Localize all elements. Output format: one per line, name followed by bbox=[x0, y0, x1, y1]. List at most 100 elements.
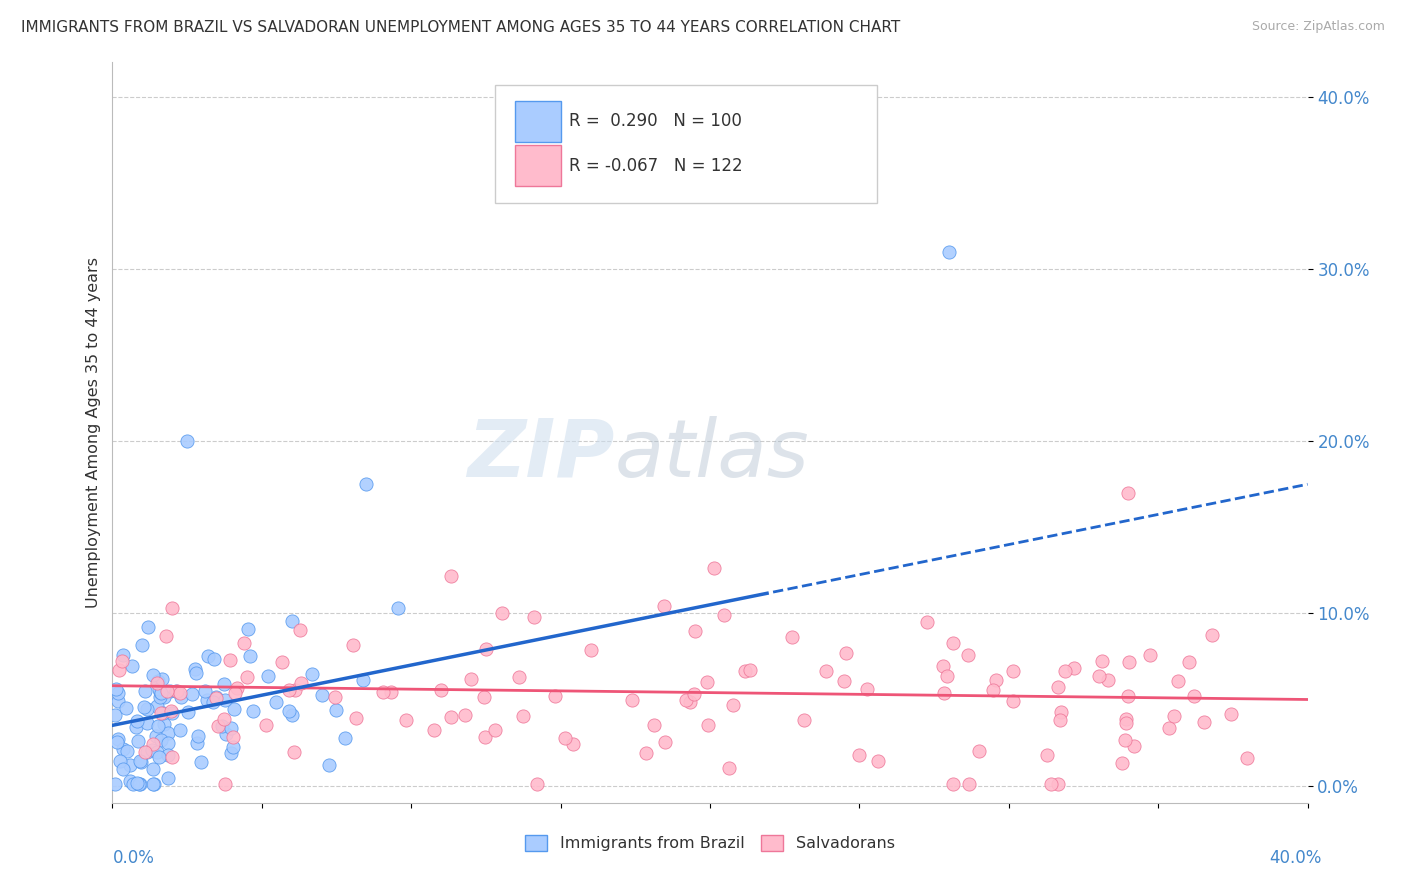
Point bbox=[1115, 715, 1137, 730]
FancyBboxPatch shape bbox=[495, 85, 877, 203]
Point bbox=[740, 664, 762, 678]
Point bbox=[222, 730, 245, 744]
Point bbox=[318, 757, 340, 772]
Point bbox=[160, 600, 183, 615]
Point bbox=[1116, 689, 1139, 703]
Point bbox=[721, 698, 744, 712]
Point bbox=[942, 777, 965, 791]
Point bbox=[107, 694, 129, 708]
Point bbox=[1047, 777, 1070, 791]
Point bbox=[1040, 777, 1063, 791]
Point bbox=[134, 684, 156, 698]
Point bbox=[683, 624, 706, 639]
Point bbox=[526, 777, 548, 791]
Point bbox=[195, 693, 218, 707]
Point bbox=[254, 718, 277, 732]
Point bbox=[281, 708, 304, 723]
Point bbox=[257, 668, 280, 682]
Point bbox=[104, 707, 127, 722]
Point bbox=[125, 720, 148, 734]
Point bbox=[654, 735, 676, 749]
Point bbox=[150, 706, 173, 720]
Point bbox=[942, 636, 965, 650]
Point bbox=[1159, 721, 1181, 735]
Point bbox=[311, 688, 333, 702]
Point bbox=[129, 754, 152, 768]
Point bbox=[117, 744, 139, 758]
Text: R =  0.290   N = 100: R = 0.290 N = 100 bbox=[569, 112, 742, 130]
Point bbox=[156, 725, 179, 739]
Y-axis label: Unemployment Among Ages 35 to 44 years: Unemployment Among Ages 35 to 44 years bbox=[86, 257, 101, 608]
Point bbox=[323, 690, 346, 704]
Point bbox=[491, 606, 513, 620]
Point bbox=[1178, 655, 1201, 669]
Point bbox=[561, 737, 583, 751]
Point bbox=[543, 689, 565, 703]
Point bbox=[152, 706, 174, 721]
Point bbox=[125, 776, 148, 790]
Point bbox=[430, 682, 453, 697]
Point bbox=[696, 718, 718, 732]
Point bbox=[176, 434, 198, 449]
Point bbox=[149, 733, 172, 747]
Point bbox=[212, 676, 235, 690]
Point bbox=[160, 704, 183, 718]
Point bbox=[238, 622, 260, 636]
Point bbox=[675, 693, 697, 707]
Point bbox=[149, 684, 172, 698]
Point bbox=[153, 690, 176, 705]
Point bbox=[848, 748, 870, 763]
Point bbox=[148, 673, 170, 688]
Point bbox=[935, 669, 957, 683]
Point bbox=[145, 729, 167, 743]
Point bbox=[301, 667, 323, 681]
Point bbox=[967, 744, 990, 758]
Point bbox=[148, 750, 170, 764]
Point bbox=[454, 707, 477, 722]
Point bbox=[278, 682, 301, 697]
Text: IMMIGRANTS FROM BRAZIL VS SALVADORAN UNEMPLOYMENT AMONG AGES 35 TO 44 YEARS CORR: IMMIGRANTS FROM BRAZIL VS SALVADORAN UNE… bbox=[21, 20, 900, 35]
Point bbox=[270, 655, 292, 669]
Point bbox=[1201, 628, 1223, 642]
Point bbox=[219, 653, 242, 667]
Point bbox=[202, 652, 225, 666]
Point bbox=[141, 738, 163, 752]
Point bbox=[621, 693, 644, 707]
Point bbox=[957, 777, 980, 791]
Point bbox=[156, 748, 179, 763]
Point bbox=[1111, 756, 1133, 770]
Point bbox=[1139, 648, 1161, 662]
Point bbox=[149, 690, 172, 705]
Point bbox=[131, 639, 153, 653]
Point bbox=[703, 561, 725, 575]
Point bbox=[395, 713, 418, 727]
Point bbox=[1118, 486, 1140, 500]
Point bbox=[108, 663, 131, 677]
Point bbox=[143, 777, 166, 791]
Point bbox=[956, 648, 979, 663]
Point bbox=[142, 763, 165, 777]
Point bbox=[176, 706, 198, 720]
Point bbox=[835, 647, 858, 661]
Point bbox=[734, 664, 756, 678]
Point bbox=[146, 718, 169, 732]
Point bbox=[132, 700, 155, 714]
Point bbox=[129, 755, 152, 769]
Point bbox=[278, 704, 301, 718]
Point bbox=[793, 713, 815, 727]
Point bbox=[224, 686, 246, 700]
Point bbox=[932, 658, 955, 673]
FancyBboxPatch shape bbox=[515, 145, 561, 186]
Point bbox=[440, 568, 463, 582]
Point bbox=[141, 668, 163, 682]
Point bbox=[135, 745, 157, 759]
Point bbox=[512, 708, 534, 723]
Point bbox=[1118, 655, 1140, 669]
Point bbox=[112, 762, 135, 776]
Point bbox=[212, 712, 235, 726]
Point bbox=[460, 673, 482, 687]
Point bbox=[155, 629, 177, 643]
Point bbox=[856, 682, 879, 697]
Point bbox=[169, 686, 191, 700]
Text: Source: ZipAtlas.com: Source: ZipAtlas.com bbox=[1251, 20, 1385, 33]
